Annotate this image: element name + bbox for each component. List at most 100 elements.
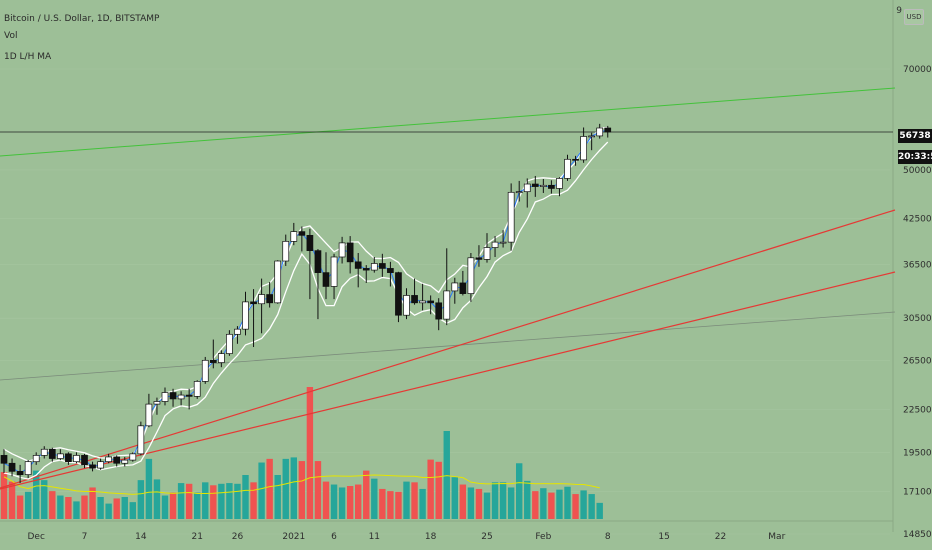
volume-bar (242, 475, 249, 519)
red-trendline-lower (0, 271, 896, 490)
candle-body (121, 459, 129, 464)
volume-bar (443, 431, 450, 519)
candle-body (274, 260, 282, 304)
volume-bar (113, 498, 120, 519)
volume-bar (507, 487, 515, 519)
candle-body (97, 461, 104, 469)
candle-body (137, 425, 145, 455)
candle-body (209, 359, 217, 363)
x-tick-label: 6 (331, 532, 337, 542)
y-tick-label: 14850 (903, 530, 932, 540)
legend-indicator[interactable]: 1D L/H MA (4, 52, 52, 62)
candle-body (564, 158, 571, 179)
volume-bar (363, 470, 370, 519)
volume-bar (395, 491, 402, 519)
volume-bar (322, 481, 330, 519)
candle-body (65, 453, 72, 463)
x-tick-label: 11 (369, 532, 380, 542)
volume-bar (524, 480, 531, 519)
candle-body (314, 250, 322, 273)
candle-body (459, 282, 467, 294)
candle-body (515, 191, 523, 194)
x-tick-label: 25 (481, 532, 492, 542)
volume-bar (169, 492, 177, 519)
volume-bar (427, 459, 434, 519)
volume-bar (73, 501, 80, 519)
candle-body (523, 183, 531, 193)
candle-body (177, 394, 185, 400)
candle-body (153, 401, 161, 405)
candle-body (499, 241, 507, 244)
volume-bar (459, 484, 467, 519)
candle-body (24, 461, 32, 475)
volume-bar (346, 486, 354, 519)
green-trendline (0, 87, 896, 157)
candle-body (32, 455, 40, 463)
low-envelope-line (3, 141, 609, 480)
candle-body (40, 448, 48, 456)
x-tick-label: Feb (535, 532, 551, 542)
volume-bar (403, 481, 410, 519)
x-tick-label: Mar (768, 532, 785, 542)
volume-bar (330, 484, 338, 519)
volume-bar (97, 497, 104, 519)
volume-bar (467, 487, 475, 519)
volume-bar (435, 461, 442, 519)
candle-body (0, 455, 8, 464)
y-tick-label: 50000 (903, 166, 932, 176)
candle-body (475, 257, 483, 260)
volume-bar (298, 461, 306, 519)
y-tick-label: 36500 (903, 260, 932, 270)
candle-body (185, 394, 193, 397)
volume-bar (49, 491, 56, 519)
candle-body (435, 302, 443, 320)
currency-badge[interactable]: USD (904, 9, 924, 25)
volume-bar (290, 457, 297, 519)
candle-body (56, 453, 64, 459)
legend-symbol[interactable]: Bitcoin / U.S. Dollar, 1D, BITSTAMP (4, 14, 160, 24)
candle-body (193, 381, 201, 397)
candle-body (250, 301, 257, 305)
candle-body (451, 282, 459, 292)
candle-body (129, 453, 137, 461)
y-tick-label: 22500 (903, 405, 932, 415)
legend-volume[interactable]: Vol (4, 31, 18, 41)
volume-bar (210, 485, 217, 519)
candle-body (354, 261, 362, 269)
volume-bar (564, 486, 571, 519)
x-tick-label: 14 (135, 532, 147, 542)
countdown-label: 20:33:50 (898, 150, 932, 164)
x-tick-label: 7 (82, 532, 88, 542)
y-tick-label: 70000 (903, 65, 932, 75)
last-price-label: 56738 (898, 129, 932, 143)
volume-bar (24, 491, 32, 519)
volume-bar (185, 483, 193, 519)
volume-bar (8, 481, 16, 519)
candle-body (379, 263, 386, 269)
volume-bar (258, 462, 265, 519)
volume-bar (499, 482, 507, 519)
candle-body (161, 392, 169, 402)
volume-bar (16, 495, 24, 519)
candle-body (346, 242, 354, 263)
volume-bar (596, 502, 603, 519)
candle-body (483, 247, 491, 260)
candle-body (588, 135, 596, 138)
candle-body (218, 353, 225, 363)
volume-bar (202, 482, 209, 519)
candle-body (531, 183, 539, 187)
volume-bar (65, 497, 72, 519)
volume-bar (33, 470, 40, 519)
volume-bar (379, 488, 386, 519)
volume-bar (0, 472, 8, 519)
high-envelope-line (3, 126, 608, 462)
volume-bar (314, 461, 322, 519)
volume-bar (282, 458, 289, 519)
candle-body (48, 448, 56, 459)
candle-body (411, 295, 418, 304)
volume-bar (491, 482, 499, 519)
y-tick-label: 42500 (903, 215, 932, 225)
